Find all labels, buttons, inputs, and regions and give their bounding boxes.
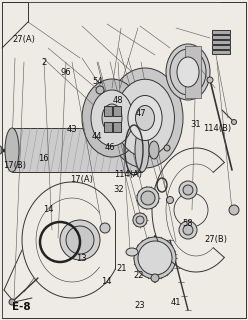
Text: 114(A): 114(A) xyxy=(114,170,142,179)
Ellipse shape xyxy=(183,185,193,195)
Text: 41: 41 xyxy=(171,298,181,307)
Ellipse shape xyxy=(91,90,133,146)
Ellipse shape xyxy=(179,181,197,199)
Ellipse shape xyxy=(9,299,15,305)
Ellipse shape xyxy=(66,226,94,254)
Bar xyxy=(212,45,230,49)
Ellipse shape xyxy=(151,274,159,282)
Ellipse shape xyxy=(207,77,213,83)
Ellipse shape xyxy=(179,221,197,239)
Text: 54: 54 xyxy=(93,77,103,86)
Text: 48: 48 xyxy=(113,96,123,105)
Ellipse shape xyxy=(82,79,142,157)
Ellipse shape xyxy=(135,106,155,131)
Text: 14: 14 xyxy=(101,277,112,286)
Ellipse shape xyxy=(100,223,110,233)
Text: 13: 13 xyxy=(77,254,87,263)
Ellipse shape xyxy=(231,119,237,124)
Ellipse shape xyxy=(134,237,176,279)
Text: 27(B): 27(B) xyxy=(204,235,227,244)
Bar xyxy=(104,106,112,116)
Ellipse shape xyxy=(135,128,149,172)
Ellipse shape xyxy=(60,220,100,260)
Ellipse shape xyxy=(141,191,155,205)
Bar xyxy=(212,50,230,54)
Ellipse shape xyxy=(166,44,210,100)
Ellipse shape xyxy=(133,213,147,227)
Text: 17(A): 17(A) xyxy=(70,175,93,184)
Text: 22: 22 xyxy=(134,271,144,280)
Ellipse shape xyxy=(164,145,170,151)
Text: 44: 44 xyxy=(92,132,102,141)
Bar xyxy=(212,30,230,34)
Bar xyxy=(212,35,230,39)
Text: 47: 47 xyxy=(136,109,147,118)
Text: 32: 32 xyxy=(114,185,124,194)
Text: E-8: E-8 xyxy=(12,302,31,312)
Ellipse shape xyxy=(126,248,138,256)
Bar xyxy=(113,122,121,132)
Text: 43: 43 xyxy=(67,125,77,134)
Ellipse shape xyxy=(96,86,104,94)
Ellipse shape xyxy=(229,205,239,215)
Ellipse shape xyxy=(102,104,122,132)
Text: 114(B): 114(B) xyxy=(203,124,231,132)
Bar xyxy=(113,106,121,116)
Ellipse shape xyxy=(136,216,144,224)
Text: 16: 16 xyxy=(38,154,49,163)
Text: 23: 23 xyxy=(135,301,145,310)
Text: 2: 2 xyxy=(41,58,47,67)
Ellipse shape xyxy=(128,95,162,140)
Ellipse shape xyxy=(116,79,174,157)
Bar xyxy=(104,122,112,132)
Bar xyxy=(12,128,142,172)
Text: 46: 46 xyxy=(105,143,116,152)
Bar xyxy=(212,40,230,44)
Ellipse shape xyxy=(0,146,2,154)
Ellipse shape xyxy=(5,128,19,172)
Bar xyxy=(185,46,201,98)
Ellipse shape xyxy=(138,241,172,275)
Text: 21: 21 xyxy=(116,264,127,273)
Text: 58: 58 xyxy=(182,219,192,228)
Ellipse shape xyxy=(183,225,193,235)
Text: 96: 96 xyxy=(61,68,71,77)
Text: 17(B): 17(B) xyxy=(3,161,26,170)
Ellipse shape xyxy=(107,68,183,168)
Text: 14: 14 xyxy=(43,205,54,214)
Ellipse shape xyxy=(177,57,199,87)
Ellipse shape xyxy=(137,187,159,209)
Ellipse shape xyxy=(149,141,159,159)
Text: 27(A): 27(A) xyxy=(12,35,35,44)
Ellipse shape xyxy=(166,196,174,204)
Text: 31: 31 xyxy=(191,120,201,129)
